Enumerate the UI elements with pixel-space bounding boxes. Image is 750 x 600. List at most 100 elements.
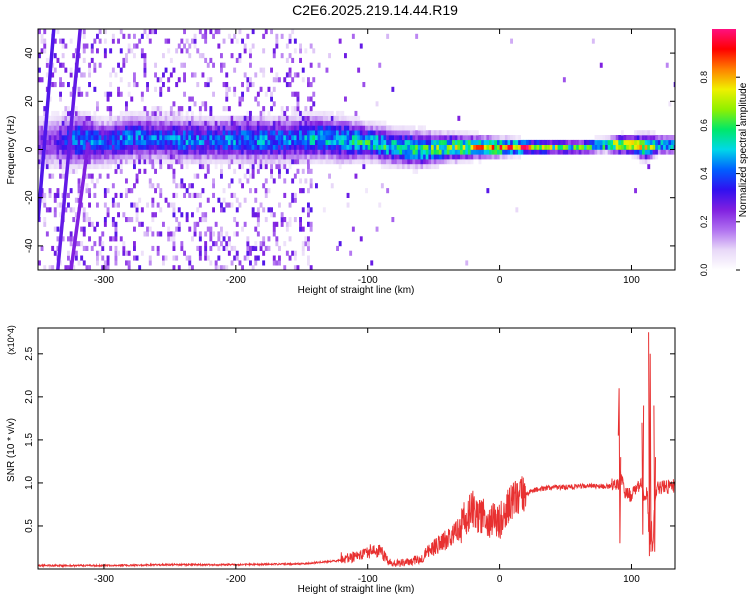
heatmap-cell <box>338 144 342 150</box>
heatmap-cell <box>254 72 258 78</box>
heatmap-cell <box>119 236 123 242</box>
heatmap-cell <box>259 202 263 208</box>
heatmap-cell <box>296 91 300 97</box>
heatmap-cell <box>278 120 281 126</box>
heatmap-cell <box>317 110 321 116</box>
heatmap-cell <box>96 106 99 112</box>
heatmap-cell <box>307 207 310 213</box>
heatmap-cell <box>309 183 313 189</box>
heatmap-cell <box>61 135 65 141</box>
heatmap-cell <box>307 202 310 208</box>
heatmap-cell <box>280 115 284 121</box>
heatmap-cell <box>423 130 426 136</box>
heatmap-cell <box>151 159 155 165</box>
heatmap-cell <box>212 149 215 155</box>
heatmap-cell <box>620 130 624 136</box>
heatmap-cell <box>146 82 149 88</box>
heatmap-cell <box>212 125 215 131</box>
heatmap-cell <box>341 144 345 150</box>
heatmap-cell <box>177 115 181 121</box>
snr-line-area <box>38 332 675 569</box>
heatmap-cell <box>59 130 62 136</box>
heatmap-cell <box>206 135 210 141</box>
heatmap-cell <box>462 139 466 145</box>
heatmap-cell <box>98 125 102 131</box>
heatmap-cell <box>183 183 186 189</box>
heatmap-cell <box>634 188 637 194</box>
heatmap-cell <box>127 43 131 49</box>
heatmap-cell <box>628 135 632 141</box>
heatmap-cell <box>515 139 519 145</box>
heatmap-cell <box>249 77 252 83</box>
heatmap-cell <box>467 139 471 145</box>
heatmap-cell <box>172 173 176 179</box>
heatmap-cell <box>299 159 302 165</box>
heatmap-cell <box>138 154 142 160</box>
heatmap-cell <box>388 139 392 145</box>
heatmap-cell <box>98 236 102 242</box>
heatmap-cell <box>212 130 215 136</box>
heatmap-cell <box>473 144 477 150</box>
heatmap-cell <box>373 125 376 131</box>
heatmap-cell <box>175 217 179 223</box>
heatmap-cell <box>605 139 608 145</box>
heatmap-cell <box>67 192 70 198</box>
heatmap-cell <box>80 226 84 232</box>
heatmap-cell <box>365 188 368 194</box>
heatmap-cell <box>296 106 300 112</box>
heatmap-cell <box>40 245 44 251</box>
heatmap-cell <box>605 144 608 150</box>
heatmap-cell <box>354 120 358 126</box>
heatmap-cell <box>420 149 424 155</box>
heatmap-cell <box>117 202 120 208</box>
heatmap-cell <box>138 265 142 270</box>
heatmap-cell <box>101 154 105 160</box>
heatmap-cell <box>330 110 334 116</box>
heatmap-cell <box>48 159 52 165</box>
heatmap-cell <box>188 149 192 155</box>
heatmap-cell <box>380 183 384 189</box>
heatmap-cell <box>338 149 342 155</box>
heatmap-cell <box>652 135 656 141</box>
heatmap-cell <box>80 139 84 145</box>
heatmap-cell <box>38 135 41 141</box>
heatmap-cell <box>425 130 429 136</box>
heatmap-cell <box>130 115 134 121</box>
heatmap-cell <box>256 120 260 126</box>
heatmap-cell <box>48 130 52 136</box>
heatmap-cell <box>159 231 163 237</box>
heatmap-cell <box>309 226 313 232</box>
heatmap-cell <box>162 154 165 160</box>
heatmap-cell <box>206 164 210 170</box>
heatmap-cell <box>665 144 669 150</box>
heatmap-cell <box>38 149 41 155</box>
heatmap-cell <box>148 135 152 141</box>
heatmap-cell <box>396 125 400 131</box>
heatmap-cell <box>344 120 347 126</box>
heatmap-cell <box>467 159 471 165</box>
heatmap-cell <box>125 149 128 155</box>
heatmap-cell <box>214 125 218 131</box>
heatmap-cell <box>283 159 287 165</box>
heatmap-cell <box>336 110 339 116</box>
heatmap-cell <box>111 139 115 145</box>
heatmap-cell <box>249 188 252 194</box>
heatmap-cell <box>246 86 250 92</box>
heatmap-cell <box>668 149 672 155</box>
heatmap-cell <box>349 144 353 150</box>
heatmap-cell <box>396 164 400 170</box>
heatmap-cell <box>288 159 292 165</box>
heatmap-cell <box>56 188 60 194</box>
heatmap-cell <box>259 149 263 155</box>
heatmap-cell <box>270 173 273 179</box>
heatmap-cell <box>185 135 189 141</box>
heatmap-cell <box>647 149 651 155</box>
heatmap-cell <box>177 226 181 232</box>
heatmap-cell <box>380 159 384 165</box>
heatmap-cell <box>446 139 450 145</box>
heatmap-cell <box>243 149 247 155</box>
heatmap-cell <box>222 106 226 112</box>
sloped-signal-line <box>38 29 56 222</box>
heatmap-cell <box>375 101 379 107</box>
heatmap-cell <box>140 154 144 160</box>
